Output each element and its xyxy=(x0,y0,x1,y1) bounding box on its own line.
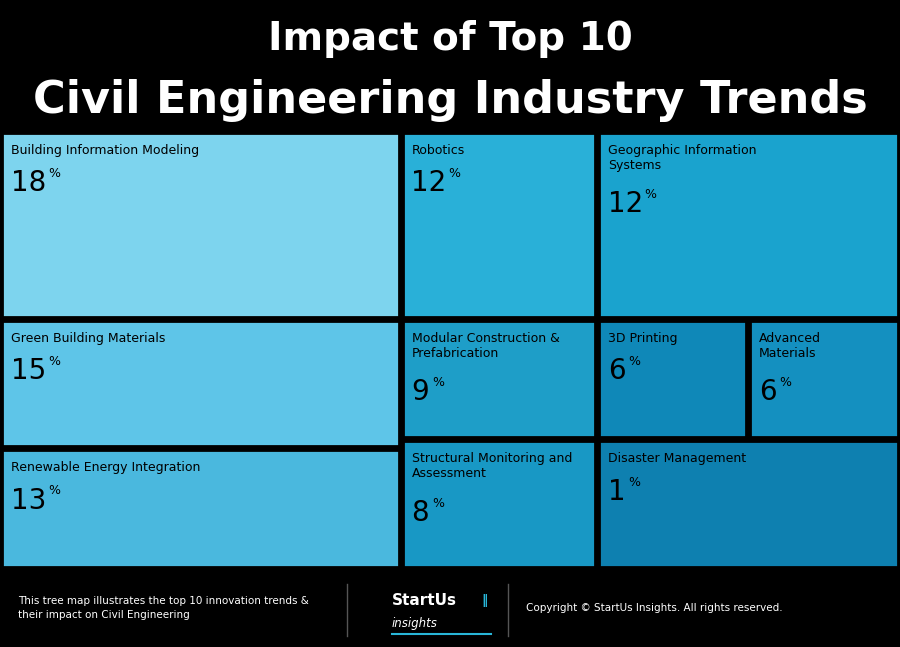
Bar xyxy=(402,441,595,567)
Text: 6: 6 xyxy=(759,378,777,406)
Text: Copyright © StartUs Insights. All rights reserved.: Copyright © StartUs Insights. All rights… xyxy=(526,603,783,613)
Bar xyxy=(2,133,399,317)
Text: 12: 12 xyxy=(608,190,643,218)
Text: Structural Monitoring and
Assessment: Structural Monitoring and Assessment xyxy=(411,452,572,481)
Bar xyxy=(598,441,898,567)
Text: %: % xyxy=(48,485,60,498)
Text: %: % xyxy=(432,377,445,389)
Text: %: % xyxy=(448,167,461,180)
Text: StartUs: StartUs xyxy=(392,593,456,608)
Text: %: % xyxy=(779,377,792,389)
Text: 3D Printing: 3D Printing xyxy=(608,332,677,345)
Text: 18: 18 xyxy=(11,169,46,197)
Text: Robotics: Robotics xyxy=(411,144,464,157)
Text: 13: 13 xyxy=(11,487,47,514)
Text: 9: 9 xyxy=(411,378,429,406)
Text: Renewable Energy Integration: Renewable Energy Integration xyxy=(11,461,201,474)
Bar xyxy=(2,321,399,446)
Text: %: % xyxy=(432,497,445,510)
Text: %: % xyxy=(48,167,60,180)
Text: insights: insights xyxy=(392,617,437,630)
Bar xyxy=(402,133,595,317)
Text: Civil Engineering Industry Trends: Civil Engineering Industry Trends xyxy=(32,80,868,122)
Text: ‖: ‖ xyxy=(482,595,488,608)
Text: %: % xyxy=(628,355,641,368)
Bar xyxy=(598,133,898,317)
Text: 6: 6 xyxy=(608,357,625,386)
Text: This tree map illustrates the top 10 innovation trends &
their impact on Civil E: This tree map illustrates the top 10 inn… xyxy=(18,597,309,620)
Bar xyxy=(598,321,746,437)
Text: Geographic Information
Systems: Geographic Information Systems xyxy=(608,144,756,171)
Bar xyxy=(2,450,399,567)
Text: 8: 8 xyxy=(411,499,429,527)
Text: Impact of Top 10: Impact of Top 10 xyxy=(267,20,633,58)
Bar xyxy=(402,321,595,437)
Text: Building Information Modeling: Building Information Modeling xyxy=(11,144,199,157)
Text: %: % xyxy=(48,355,60,368)
Text: Disaster Management: Disaster Management xyxy=(608,452,746,465)
Text: 12: 12 xyxy=(411,169,446,197)
Text: 1: 1 xyxy=(608,478,625,506)
Text: Advanced
Materials: Advanced Materials xyxy=(759,332,821,360)
Text: Green Building Materials: Green Building Materials xyxy=(11,332,166,345)
Text: Modular Construction &
Prefabrication: Modular Construction & Prefabrication xyxy=(411,332,560,360)
Text: 15: 15 xyxy=(11,357,46,386)
Text: %: % xyxy=(628,476,641,488)
Bar xyxy=(750,321,898,437)
Text: %: % xyxy=(644,188,657,201)
